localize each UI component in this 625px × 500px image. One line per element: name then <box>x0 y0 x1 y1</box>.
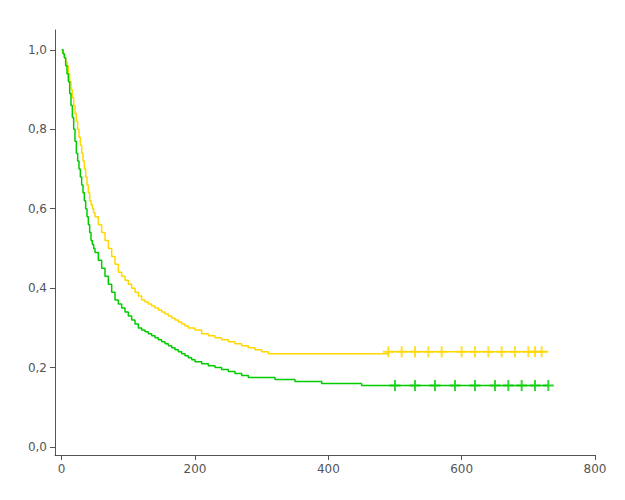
svg-text:0: 0 <box>58 462 66 476</box>
svg-text:0,8: 0,8 <box>28 122 47 136</box>
svg-text:800: 800 <box>584 462 607 476</box>
svg-text:200: 200 <box>184 462 207 476</box>
svg-text:0,2: 0,2 <box>28 361 47 375</box>
svg-text:1,0: 1,0 <box>28 43 47 57</box>
svg-text:400: 400 <box>317 462 340 476</box>
svg-text:600: 600 <box>450 462 473 476</box>
svg-text:0,4: 0,4 <box>28 281 47 295</box>
svg-text:0,6: 0,6 <box>28 202 47 216</box>
svg-text:0,0: 0,0 <box>28 440 47 454</box>
